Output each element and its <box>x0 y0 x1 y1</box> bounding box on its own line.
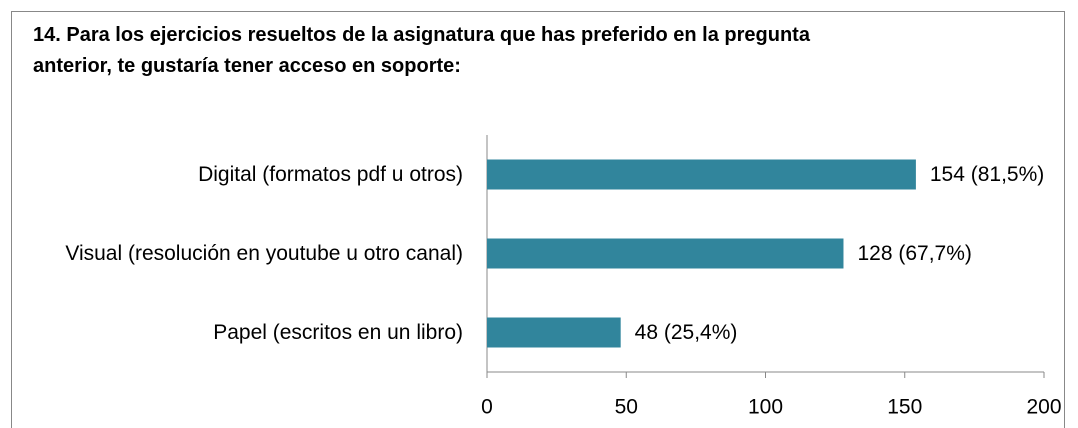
x-tick-label: 200 <box>1026 396 1061 419</box>
bar <box>487 317 621 348</box>
x-tick-label: 0 <box>481 396 493 419</box>
x-tick-label: 100 <box>748 396 783 419</box>
y-tick-label: Digital (formatos pdf u otros) <box>23 160 463 190</box>
bar <box>487 238 844 269</box>
x-tick-label: 150 <box>887 396 922 419</box>
chart-frame <box>11 11 1065 428</box>
bar <box>487 159 916 190</box>
y-tick-label: Papel (escritos en un libro) <box>23 318 463 348</box>
value-label: 128 (67,7%) <box>857 242 971 265</box>
value-label: 48 (25,4%) <box>635 321 738 344</box>
chart-title: 14. Para los ejercicios resueltos de la … <box>33 24 810 77</box>
y-tick-label: Visual (resolución en youtube u otro can… <box>23 239 463 269</box>
category-text: Digital (formatos pdf u otros) <box>198 162 463 186</box>
category-text: Papel (escritos en un libro) <box>213 320 463 344</box>
category-text: Visual (resolución en youtube u otro can… <box>65 241 463 265</box>
value-label: 154 (81,5%) <box>930 163 1044 186</box>
x-tick-label: 50 <box>615 396 638 419</box>
